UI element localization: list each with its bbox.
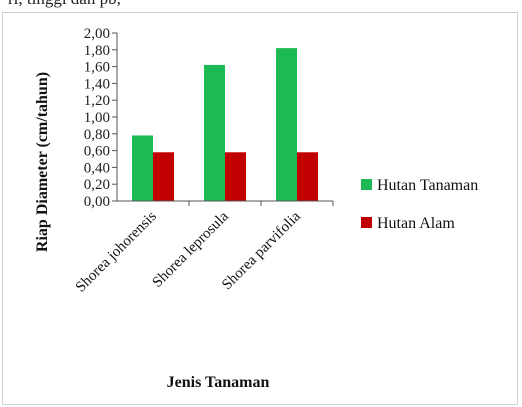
x-axis-title: Jenis Tanaman [167,374,270,391]
bar-hutan-alam [297,152,318,201]
x-category-label: Shorea johorensis [73,208,160,295]
legend: Hutan Tanaman Hutan Alam [361,177,478,232]
y-tick-label: 0,80 [84,127,110,143]
legend-label: Hutan Alam [377,215,455,232]
bar-hutan-alam [153,152,174,201]
bar-hutan-alam [225,152,246,201]
legend-label: Hutan Tanaman [377,177,478,194]
x-category-label: Shorea parvifolia [219,208,304,293]
bars [132,48,318,202]
y-tick-label: 1,60 [84,60,110,76]
bar-hutan-tanaman [276,48,297,202]
y-tick-label: 1,20 [84,93,110,109]
chart-frame [2,12,518,405]
y-tick-label: 1,80 [84,43,110,59]
legend-swatch [361,217,372,228]
y-axis-ticks: 0,000,200,400,600,801,001,201,401,601,80… [84,26,117,210]
cropped-text: ri, tinggi dan pb, [8,0,121,9]
cropped-text-strip: ri, tinggi dan pb, [0,0,522,12]
y-axis-title: Riap Diameter (cm/tahun) [34,72,51,252]
y-tick-label: 2,00 [84,26,110,42]
y-tick-label: 1,40 [84,76,110,92]
y-tick-label: 0,40 [84,160,110,176]
bar-hutan-tanaman [204,64,225,201]
y-tick-label: 0,20 [84,177,110,193]
x-category-label: Shorea leprosula [150,208,233,291]
legend-swatch [361,179,372,190]
bar-hutan-tanaman [132,135,153,201]
y-tick-label: 1,00 [84,110,110,126]
y-tick-label: 0,00 [84,194,110,210]
y-tick-label: 0,60 [84,144,110,160]
